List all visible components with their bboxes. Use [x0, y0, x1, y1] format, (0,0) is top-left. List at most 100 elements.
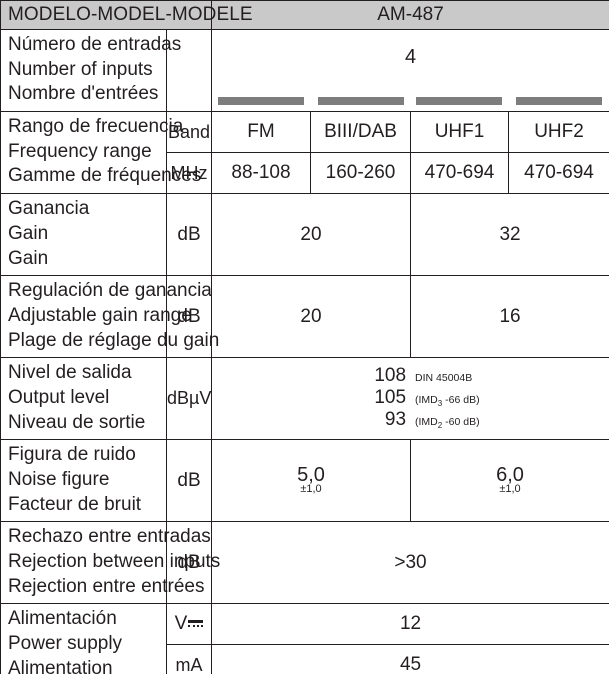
label-es: Rango de frecuencia	[8, 116, 184, 138]
freq-range-biii: 160-260	[310, 152, 411, 195]
noise-figure-stack-uhf: 6,0 ±1,0	[411, 463, 609, 500]
connector-slot-fm	[212, 97, 311, 106]
output-level-note: (IMD3 -66 dB)	[415, 394, 480, 409]
connector-slot-biii	[311, 97, 411, 106]
noise-figure-tolerance: ±1,0	[300, 482, 322, 495]
value-number-of-inputs: 4	[210, 28, 609, 113]
noise-figure-main: 5,0	[297, 463, 325, 486]
adjustable-gain-value-uhf: 16	[409, 275, 609, 359]
label-output-level: Nivel de salida Output level Niveau de s…	[0, 357, 167, 441]
noise-figure-main: 6,0	[496, 463, 524, 486]
label-fr: Facteur de bruit	[8, 493, 142, 515]
label-en: Frequency range	[8, 140, 152, 162]
noise-figure-value-vhf: 5,0 ±1,0	[211, 439, 411, 523]
label-adjustable-gain: Regulación de ganancia Adjustable gain r…	[0, 275, 220, 359]
row-gain: Ganancia Gain Gain dB 20 32	[0, 193, 609, 277]
label-fr: Nombre d'entrées	[8, 83, 159, 105]
label-en: Adjustable gain range	[8, 304, 192, 326]
adjustable-gain-value-vhf: 20	[211, 275, 411, 359]
row-rejection: Rechazo entre entradas Rejection between…	[0, 521, 609, 605]
band-name-fm: FM	[211, 111, 311, 154]
connector-slot-uhf2	[508, 97, 609, 106]
freq-range-uhf2: 470-694	[507, 152, 609, 195]
gain-value-uhf: 32	[409, 193, 609, 277]
row-frequency-bands: Rango de frecuencia Frequency range Gamm…	[0, 111, 609, 195]
band-name-uhf2: UHF2	[507, 111, 609, 154]
label-frequency-range: Rango de frecuencia Frequency range Gamm…	[0, 111, 202, 195]
label-power-supply: Alimentación Power supply Alimentation	[0, 603, 167, 674]
unit-output-level: dBµV	[166, 357, 212, 441]
label-es: Número de entradas	[8, 34, 182, 55]
label-fr: Rejection entre entrées	[8, 575, 205, 597]
unit-volt-text: V	[174, 613, 188, 635]
output-level-entry: 105 (IMD3 -66 dB)	[212, 387, 609, 409]
unit-mhz: MHz	[166, 152, 212, 195]
inputs-count: 4	[404, 46, 417, 68]
band-name-biii: BIII/DAB	[310, 111, 411, 154]
row-output-level: Nivel de salida Output level Niveau de s…	[0, 357, 609, 441]
output-level-value: 105	[374, 387, 407, 409]
row-number-of-inputs: Número de entradas Number of inputs Nomb…	[0, 28, 609, 113]
power-supply-current-value: 45	[210, 644, 609, 674]
rejection-value: >30	[210, 521, 609, 605]
noise-figure-tolerance: ±1,0	[499, 482, 521, 495]
dc-current-icon	[188, 619, 204, 630]
power-supply-voltage-value: 12	[210, 603, 609, 646]
table-header-row: MODELO-MODEL-MODELE AM-487	[0, 0, 609, 30]
connector-bar-icon	[515, 97, 602, 106]
label-en: Output level	[8, 386, 110, 408]
unit-number-of-inputs	[166, 28, 212, 113]
label-es: Rechazo entre entradas	[8, 526, 211, 548]
label-es: Nivel de salida	[8, 362, 132, 384]
connector-slot-uhf1	[411, 97, 509, 106]
unit-power-supply-current: mA	[166, 644, 212, 674]
label-es: Ganancia	[8, 198, 90, 220]
unit-power-supply-voltage: V	[166, 603, 212, 646]
connector-bar-icon	[416, 97, 503, 106]
output-level-value: 93	[384, 409, 407, 431]
label-fr: Alimentation	[8, 657, 113, 674]
row-noise-figure: Figura de ruido Noise figure Facteur de …	[0, 439, 609, 523]
value-output-level: 108 DIN 45004B 105 (IMD3 -66 dB) 93 (IMD…	[210, 357, 609, 441]
label-en: Rejection between inputs	[8, 551, 221, 573]
connector-bar-icon	[317, 97, 404, 106]
label-en: Noise figure	[8, 469, 110, 490]
gain-value-vhf: 20	[211, 193, 411, 277]
output-level-value: 108	[374, 364, 407, 386]
label-noise-figure: Figura de ruido Noise figure Facteur de …	[0, 439, 167, 523]
label-en: Gain	[8, 222, 49, 244]
unit-gain: dB	[166, 193, 212, 277]
label-en: Number of inputs	[8, 58, 153, 80]
connector-bar-icon	[218, 97, 305, 106]
label-rejection: Rechazo entre entradas Rejection between…	[0, 521, 221, 605]
output-level-note: (IMD2 -60 dB)	[415, 416, 480, 431]
label-fr: Gain	[8, 247, 49, 269]
row-frequency-values: MHz 88-108 160-260 470-694 470-694	[1, 152, 609, 195]
label-en: Power supply	[8, 633, 123, 655]
label-es: Figura de ruido	[8, 444, 136, 466]
noise-figure-value-uhf: 6,0 ±1,0	[409, 439, 609, 523]
model-label: MODELO-MODEL-MODELE	[0, 0, 253, 30]
label-fr: Plage de réglage du gain	[8, 329, 220, 351]
connector-bars	[212, 97, 609, 106]
noise-figure-stack-vhf: 5,0 ±1,0	[212, 463, 410, 500]
unit-noise-figure: dB	[166, 439, 212, 523]
row-power-supply-voltage: Alimentación Power supply Alimentation V…	[0, 603, 609, 674]
row-adjustable-gain: Regulación de ganancia Adjustable gain r…	[0, 275, 609, 359]
label-es: Regulación de ganancia	[8, 280, 212, 302]
freq-range-uhf1: 470-694	[410, 152, 509, 195]
label-es: Alimentación	[8, 608, 117, 630]
freq-range-fm: 88-108	[211, 152, 311, 195]
label-gain: Ganancia Gain Gain	[0, 193, 167, 277]
output-level-entry: 93 (IMD2 -60 dB)	[212, 409, 609, 431]
label-fr: Niveau de sortie	[8, 411, 146, 433]
band-name-uhf1: UHF1	[410, 111, 509, 154]
label-fr: Gamme de fréquences	[8, 165, 202, 187]
output-level-stack: 108 DIN 45004B 105 (IMD3 -66 dB) 93 (IMD…	[212, 361, 609, 437]
output-level-entry: 108 DIN 45004B	[212, 365, 609, 387]
output-level-note: DIN 45004B	[415, 371, 473, 384]
row-power-supply-current: mA 45	[1, 644, 609, 674]
label-number-of-inputs: Número de entradas Number of inputs Nomb…	[0, 28, 182, 113]
